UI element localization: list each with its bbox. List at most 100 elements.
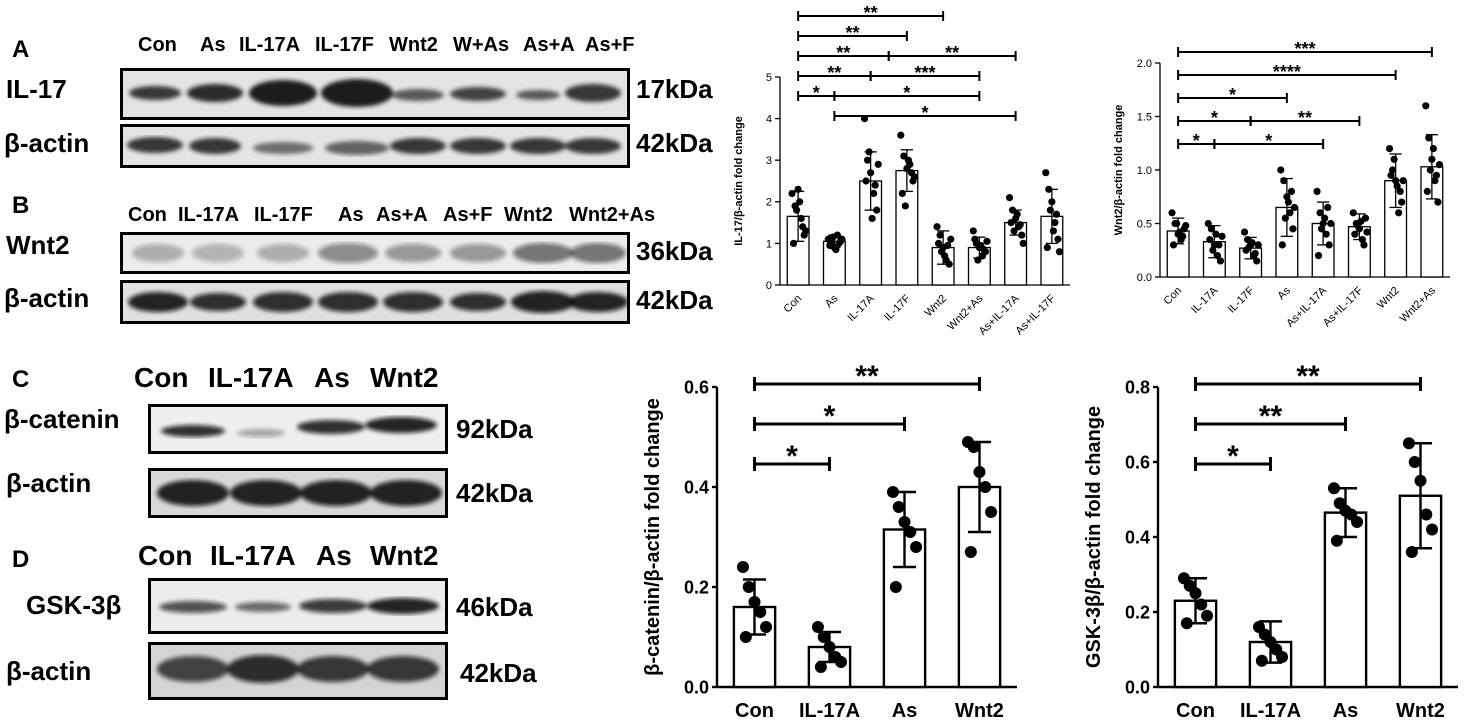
- data-point: [1043, 243, 1051, 252]
- significance-label: ***: [1294, 39, 1315, 59]
- data-point: [967, 441, 980, 453]
- x-tick-label: Con: [1176, 700, 1215, 722]
- y-axis-label: β-catenin/β-actin fold change: [642, 398, 664, 676]
- significance-label: *: [786, 440, 798, 473]
- kda-label: 92kDa: [456, 414, 533, 444]
- data-point: [1201, 609, 1214, 622]
- data-point: [1277, 166, 1285, 174]
- data-point: [739, 631, 752, 643]
- y-tick-label: 0.6: [684, 377, 709, 397]
- data-point: [1240, 228, 1249, 236]
- lane-label: Con: [138, 34, 177, 56]
- y-tick-label: 1: [766, 238, 772, 250]
- lane-labels-c: Con IL-17A As Wnt2: [134, 362, 474, 396]
- data-point: [898, 516, 911, 528]
- data-point: [1052, 210, 1061, 218]
- data-point: [1435, 161, 1444, 169]
- data-point: [1042, 169, 1050, 177]
- data-point: [1169, 241, 1178, 249]
- data-point: [1195, 598, 1208, 611]
- data-point: [873, 206, 881, 214]
- blot-actin-d: [148, 642, 448, 700]
- blot-gsk3b: [148, 578, 448, 634]
- y-tick-label: 4: [766, 113, 772, 125]
- data-point: [1363, 228, 1371, 236]
- data-point: [1278, 241, 1286, 249]
- lane-label: Con: [138, 540, 193, 571]
- y-tick-label: 0.2: [1125, 602, 1150, 622]
- lane-labels-a: Con As IL-17A IL-17F Wnt2 W+As As+A As+F: [138, 34, 658, 64]
- data-point: [1168, 209, 1176, 217]
- data-point: [832, 246, 840, 254]
- data-point: [1432, 171, 1441, 179]
- data-point: [1280, 177, 1288, 185]
- data-point: [1325, 241, 1333, 249]
- data-point: [1213, 252, 1222, 260]
- data-point: [862, 177, 870, 185]
- lane-label: IL-17A: [178, 204, 240, 226]
- x-tick-label: IL-17A: [845, 292, 877, 324]
- blot-bands: [157, 480, 442, 506]
- data-point: [1054, 235, 1062, 243]
- x-tick-label: As: [1333, 700, 1359, 722]
- data-point: [1313, 187, 1321, 195]
- data-point: [969, 227, 977, 235]
- data-point: [1318, 225, 1326, 233]
- data-point: [1393, 182, 1401, 190]
- y-tick-label: 0.5: [1137, 218, 1152, 230]
- data-point: [1010, 227, 1018, 235]
- x-tick-label: As: [892, 700, 918, 722]
- blot-bcatenin: [148, 404, 448, 454]
- data-point: [964, 546, 977, 558]
- protein-label-actin-c: β-actin: [6, 468, 92, 498]
- y-tick-label: 0.0: [684, 677, 709, 697]
- data-point: [934, 239, 943, 247]
- data-point: [898, 189, 906, 198]
- data-point: [1324, 203, 1332, 212]
- significance-label: **: [827, 63, 841, 83]
- data-point: [1422, 102, 1430, 110]
- kda-label: 42kDa: [636, 285, 713, 315]
- data-point: [971, 235, 979, 243]
- x-tick-label: Wnt2: [955, 700, 1004, 722]
- x-tick-label: IL-17A: [799, 700, 860, 722]
- kda-label: 17kDa: [636, 74, 713, 104]
- data-point: [794, 185, 802, 193]
- data-point: [1385, 145, 1394, 153]
- data-point: [985, 506, 998, 518]
- significance-label: ***: [914, 63, 935, 83]
- protein-label-actin-d: β-actin: [6, 656, 92, 686]
- y-tick-label: 2.0: [1137, 58, 1152, 70]
- data-point: [1420, 508, 1433, 521]
- data-point: [910, 173, 919, 181]
- x-tick-label: As: [823, 292, 841, 310]
- data-point: [811, 621, 824, 633]
- x-tick-label: IL-17F: [882, 292, 913, 323]
- data-point: [973, 466, 986, 478]
- significance-label: **: [845, 23, 859, 43]
- blot-bands: [132, 243, 626, 263]
- data-point: [1396, 187, 1404, 195]
- data-point: [1173, 219, 1181, 228]
- significance-label: *: [921, 103, 928, 123]
- x-tick-label: Wnt2: [923, 293, 950, 320]
- blot-bands: [127, 137, 621, 155]
- data-point: [974, 256, 982, 264]
- data-point: [1218, 232, 1226, 240]
- significance-label: **: [945, 43, 959, 63]
- x-tick-label: Con: [735, 700, 774, 722]
- blot-actin-b: [120, 280, 630, 324]
- lane-labels-b: Con IL-17A IL-17F As As+A As+F Wnt2 Wnt2…: [128, 204, 668, 232]
- significance-label: ****: [1273, 62, 1301, 82]
- significance-label: *: [903, 83, 910, 103]
- data-point: [1254, 241, 1262, 249]
- lane-label: IL-17A: [210, 540, 296, 571]
- x-tick-label: As+IL-17F: [1321, 284, 1366, 329]
- data-point: [904, 156, 912, 164]
- data-point: [1182, 222, 1190, 230]
- lane-label: As: [314, 362, 350, 393]
- data-point: [1290, 203, 1299, 212]
- significance-label: *: [1229, 85, 1236, 105]
- data-point: [1046, 206, 1054, 214]
- lane-label: As+F: [585, 34, 635, 56]
